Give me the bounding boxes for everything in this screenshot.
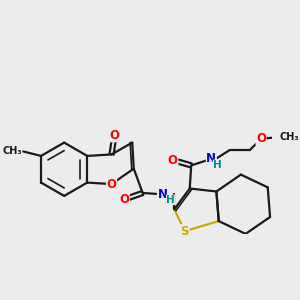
Text: S: S (181, 225, 189, 238)
Text: O: O (168, 154, 178, 166)
Text: H: H (166, 195, 175, 205)
Text: CH₃: CH₃ (280, 132, 299, 142)
Text: H: H (213, 160, 222, 170)
Text: N: N (158, 188, 167, 201)
Text: O: O (256, 132, 266, 145)
Text: CH₃: CH₃ (2, 146, 22, 156)
Text: O: O (106, 178, 116, 190)
Text: N: N (206, 152, 216, 165)
Text: O: O (110, 129, 119, 142)
Text: O: O (119, 193, 129, 206)
